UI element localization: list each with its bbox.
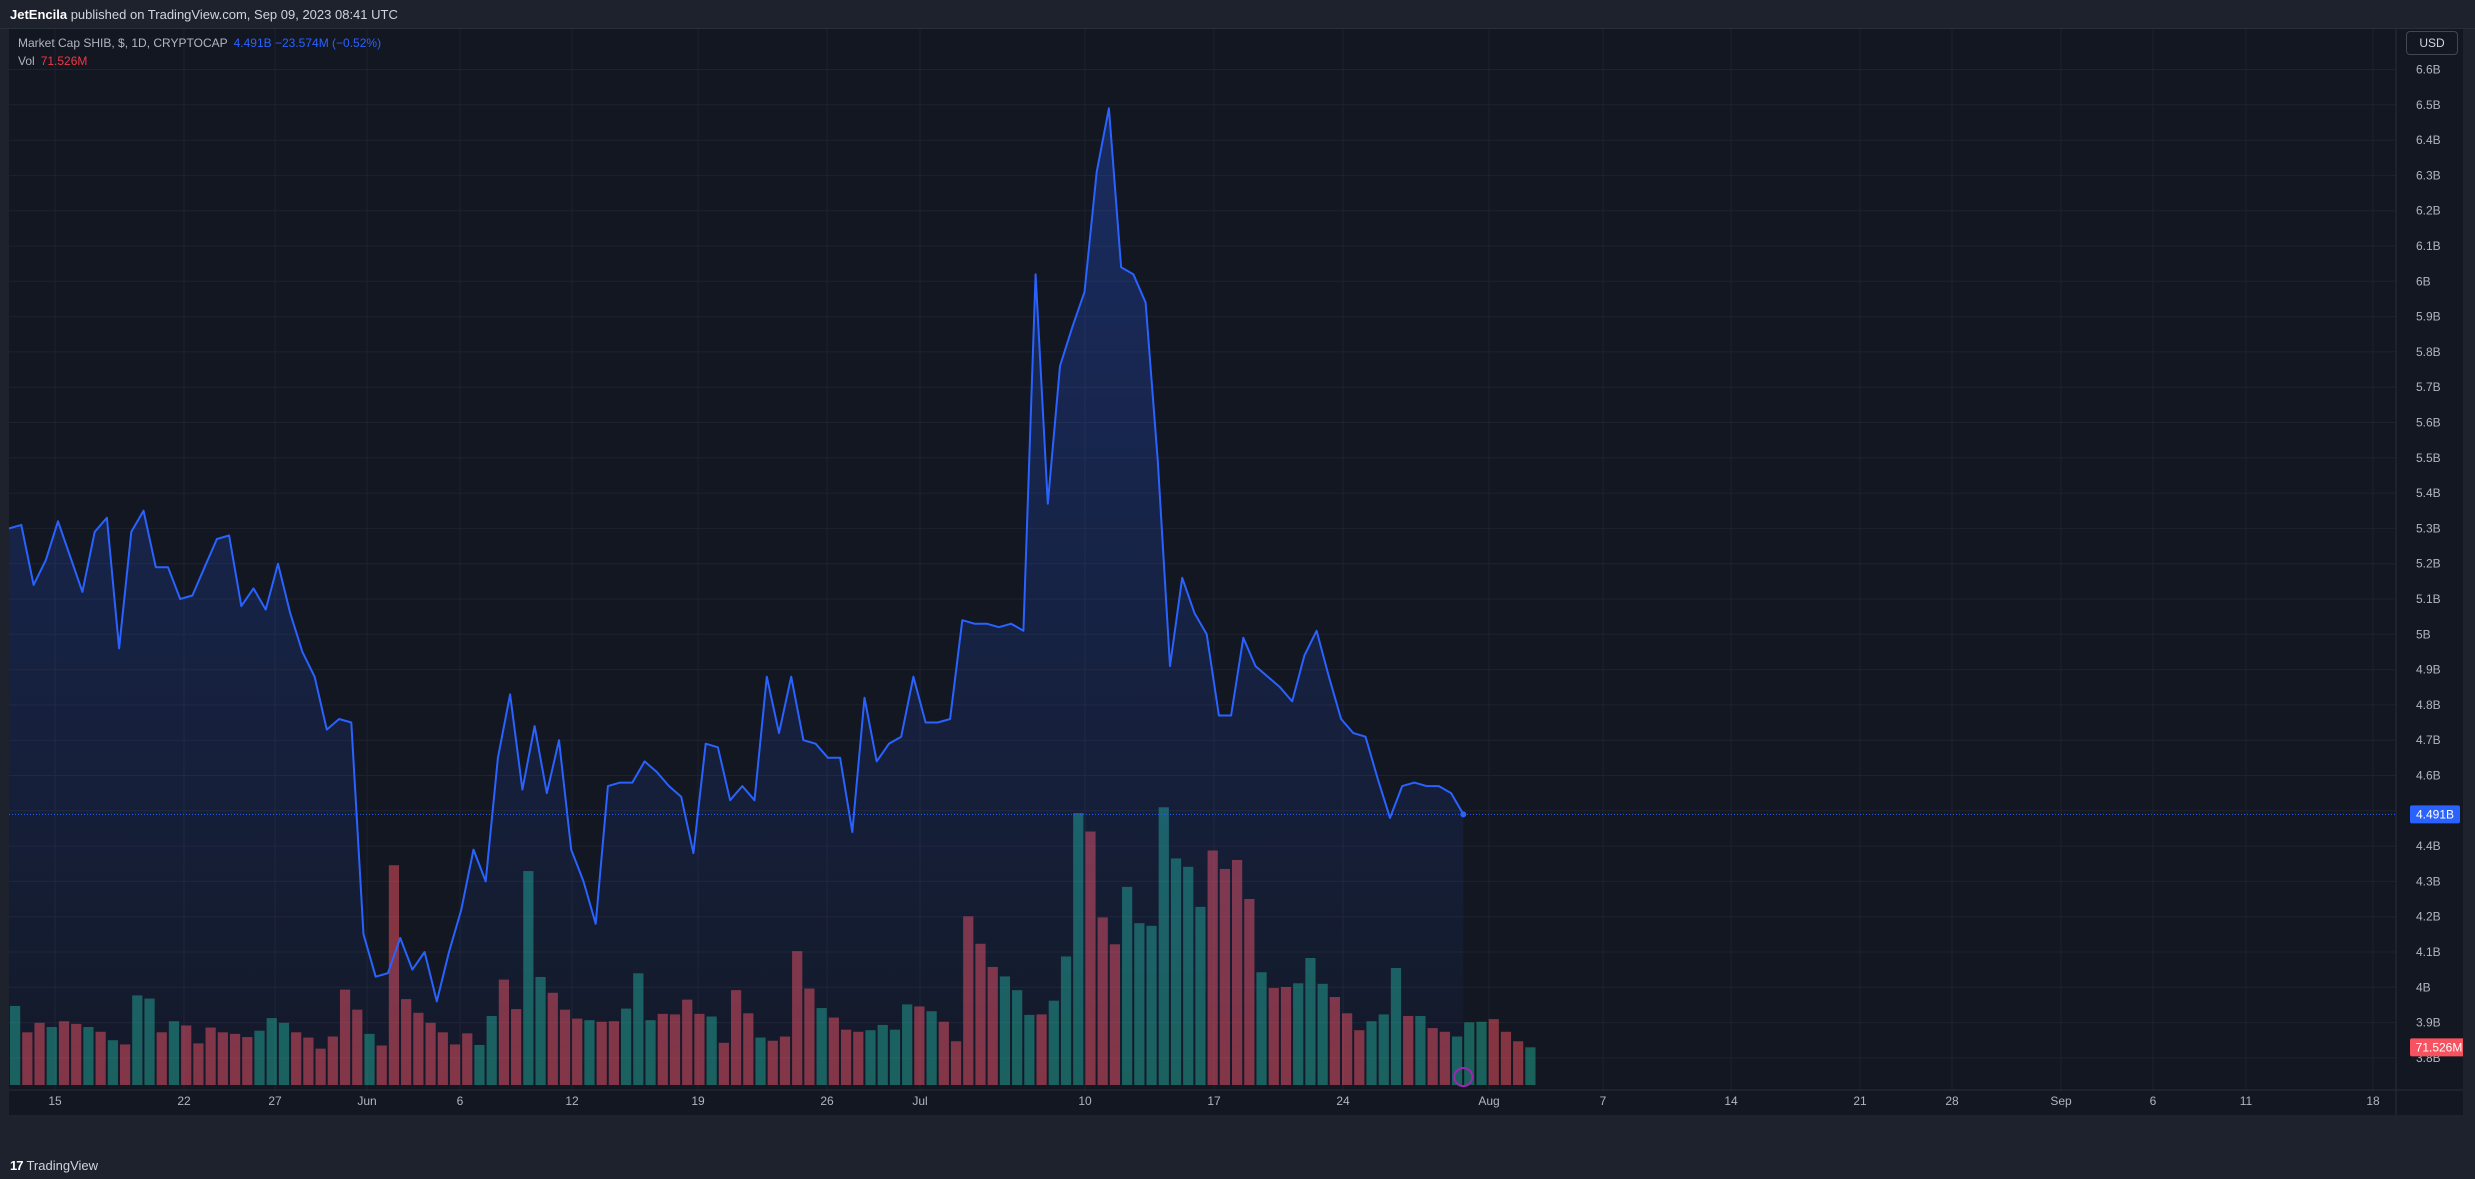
x-tick-label: 19 bbox=[691, 1094, 705, 1108]
y-tick-label: 4.3B bbox=[2416, 874, 2441, 888]
chart-pane[interactable]: 6.6B 6.5B 6.4B 6.3B 6.2B 6.1B 6B 5.9B 5.8B 5.7B 5.… bbox=[9, 29, 2463, 1115]
x-tick-label: 21 bbox=[1853, 1094, 1867, 1108]
market-cap-line bbox=[9, 107, 1465, 1003]
y-tick-label: 4.2B bbox=[2416, 910, 2441, 924]
last-point-marker bbox=[1460, 811, 1467, 818]
x-tick-label: 18 bbox=[2366, 1094, 2380, 1108]
volume-bar-up bbox=[1525, 1047, 1536, 1085]
currency-button[interactable]: USD bbox=[2406, 31, 2458, 55]
volume-bar-down bbox=[1488, 1019, 1499, 1085]
publish-bar: JetEncila published on TradingView.com, … bbox=[0, 0, 2475, 29]
x-tick-label: 11 bbox=[2240, 1094, 2253, 1108]
x-tick-label: 17 bbox=[1207, 1094, 1221, 1108]
tradingview-logo[interactable]: 17 TradingView bbox=[10, 1158, 98, 1173]
x-tick-label: 7 bbox=[1600, 1094, 1607, 1108]
x-tick-label: 6 bbox=[457, 1094, 464, 1108]
legend-series-row[interactable]: Market Cap SHIB, $, 1D, CRYPTOCAP 4.491B … bbox=[18, 34, 381, 52]
y-tick-label: 4.1B bbox=[2416, 945, 2441, 959]
footer-bar: 17 TradingView bbox=[0, 1150, 2475, 1179]
legend-series-values: 4.491B −23.574M (−0.52%) bbox=[233, 36, 382, 50]
x-tick-label: Aug bbox=[1478, 1094, 1499, 1108]
y-tick-label: 4B bbox=[2416, 980, 2431, 994]
author-name[interactable]: JetEncila bbox=[10, 7, 68, 22]
y-tick-label: 5.5B bbox=[2416, 451, 2441, 465]
x-tick-label: Jul bbox=[912, 1094, 927, 1108]
x-tick-label: 28 bbox=[1945, 1094, 1959, 1108]
y-tick-label: 6.2B bbox=[2416, 204, 2441, 218]
y-tick-label: 5B bbox=[2416, 627, 2431, 641]
lightning-icon bbox=[1453, 1067, 1474, 1087]
y-tick-label: 5.9B bbox=[2416, 310, 2441, 324]
legend-volume-value: 71.526M bbox=[40, 54, 88, 68]
y-tick-label: 5.4B bbox=[2416, 486, 2441, 500]
legend-volume-name: Vol bbox=[18, 54, 35, 68]
volume-bar-down bbox=[1500, 1031, 1512, 1085]
tradingview-logo-text: TradingView bbox=[26, 1158, 99, 1173]
tradingview-logo-icon: 17 bbox=[10, 1158, 24, 1173]
y-tick-label: 4.7B bbox=[2416, 733, 2441, 747]
y-tick-label: 5.6B bbox=[2416, 416, 2441, 430]
y-tick-label: 3.9B bbox=[2416, 1016, 2441, 1030]
x-tick-label: Sep bbox=[2050, 1094, 2072, 1108]
y-tick-label: 5.1B bbox=[2416, 592, 2441, 606]
y-tick-label: 5.7B bbox=[2416, 380, 2441, 394]
last-value-label: 4.491B bbox=[2416, 807, 2454, 821]
y-tick-label: 6.3B bbox=[2416, 168, 2441, 182]
y-tick-label: 5.8B bbox=[2416, 345, 2441, 359]
y-tick-label: 4.9B bbox=[2416, 663, 2441, 677]
y-tick-label: 6.6B bbox=[2416, 63, 2441, 77]
x-tick-label: 15 bbox=[48, 1094, 62, 1108]
x-tick-label: 27 bbox=[268, 1094, 282, 1108]
y-tick-label: 6.5B bbox=[2416, 98, 2441, 112]
y-tick-label: 6B bbox=[2416, 274, 2431, 288]
x-tick-label: 10 bbox=[1078, 1094, 1092, 1108]
x-tick-label: 22 bbox=[177, 1094, 191, 1108]
chart-svg[interactable]: 6.6B 6.5B 6.4B 6.3B 6.2B 6.1B 6B 5.9B 5.8B 5.7B 5.… bbox=[9, 29, 2463, 1115]
y-tick-label: 5.2B bbox=[2416, 557, 2441, 571]
last-value-badge bbox=[2410, 805, 2460, 824]
y-tick-label: 4.6B bbox=[2416, 769, 2441, 783]
legend-series-name: Market Cap SHIB, $, 1D, CRYPTOCAP bbox=[18, 36, 228, 50]
publish-text: published on TradingView.com, Sep 09, 20… bbox=[67, 7, 398, 22]
x-tick-label: 14 bbox=[1724, 1094, 1738, 1108]
y-tick-label: 4.4B bbox=[2416, 839, 2441, 853]
y-tick-label: 5.3B bbox=[2416, 521, 2441, 535]
x-tick-label: 12 bbox=[565, 1094, 579, 1108]
market-cap-area bbox=[9, 108, 1464, 1086]
legend-volume-row[interactable]: Vol 71.526M bbox=[18, 52, 381, 70]
volume-bar-up bbox=[1464, 1022, 1475, 1085]
volume-bar-up bbox=[1476, 1021, 1487, 1085]
publish-info: JetEncila published on TradingView.com, … bbox=[10, 7, 398, 22]
y-tick-label: 6.4B bbox=[2416, 133, 2441, 147]
x-tick-label: 26 bbox=[820, 1094, 834, 1108]
x-tick-label: 24 bbox=[1336, 1094, 1350, 1108]
last-volume-badge bbox=[2410, 1038, 2463, 1057]
chart-legend: Market Cap SHIB, $, 1D, CRYPTOCAP 4.491B … bbox=[18, 34, 381, 70]
y-tick-label: 6.1B bbox=[2416, 239, 2441, 253]
y-tick-label: 4.8B bbox=[2416, 698, 2441, 712]
x-tick-label: Jun bbox=[357, 1094, 376, 1108]
x-tick-label: 6 bbox=[2150, 1094, 2157, 1108]
volume-bar-down bbox=[1513, 1041, 1524, 1085]
last-volume-label: 71.526M bbox=[2416, 1040, 2463, 1054]
